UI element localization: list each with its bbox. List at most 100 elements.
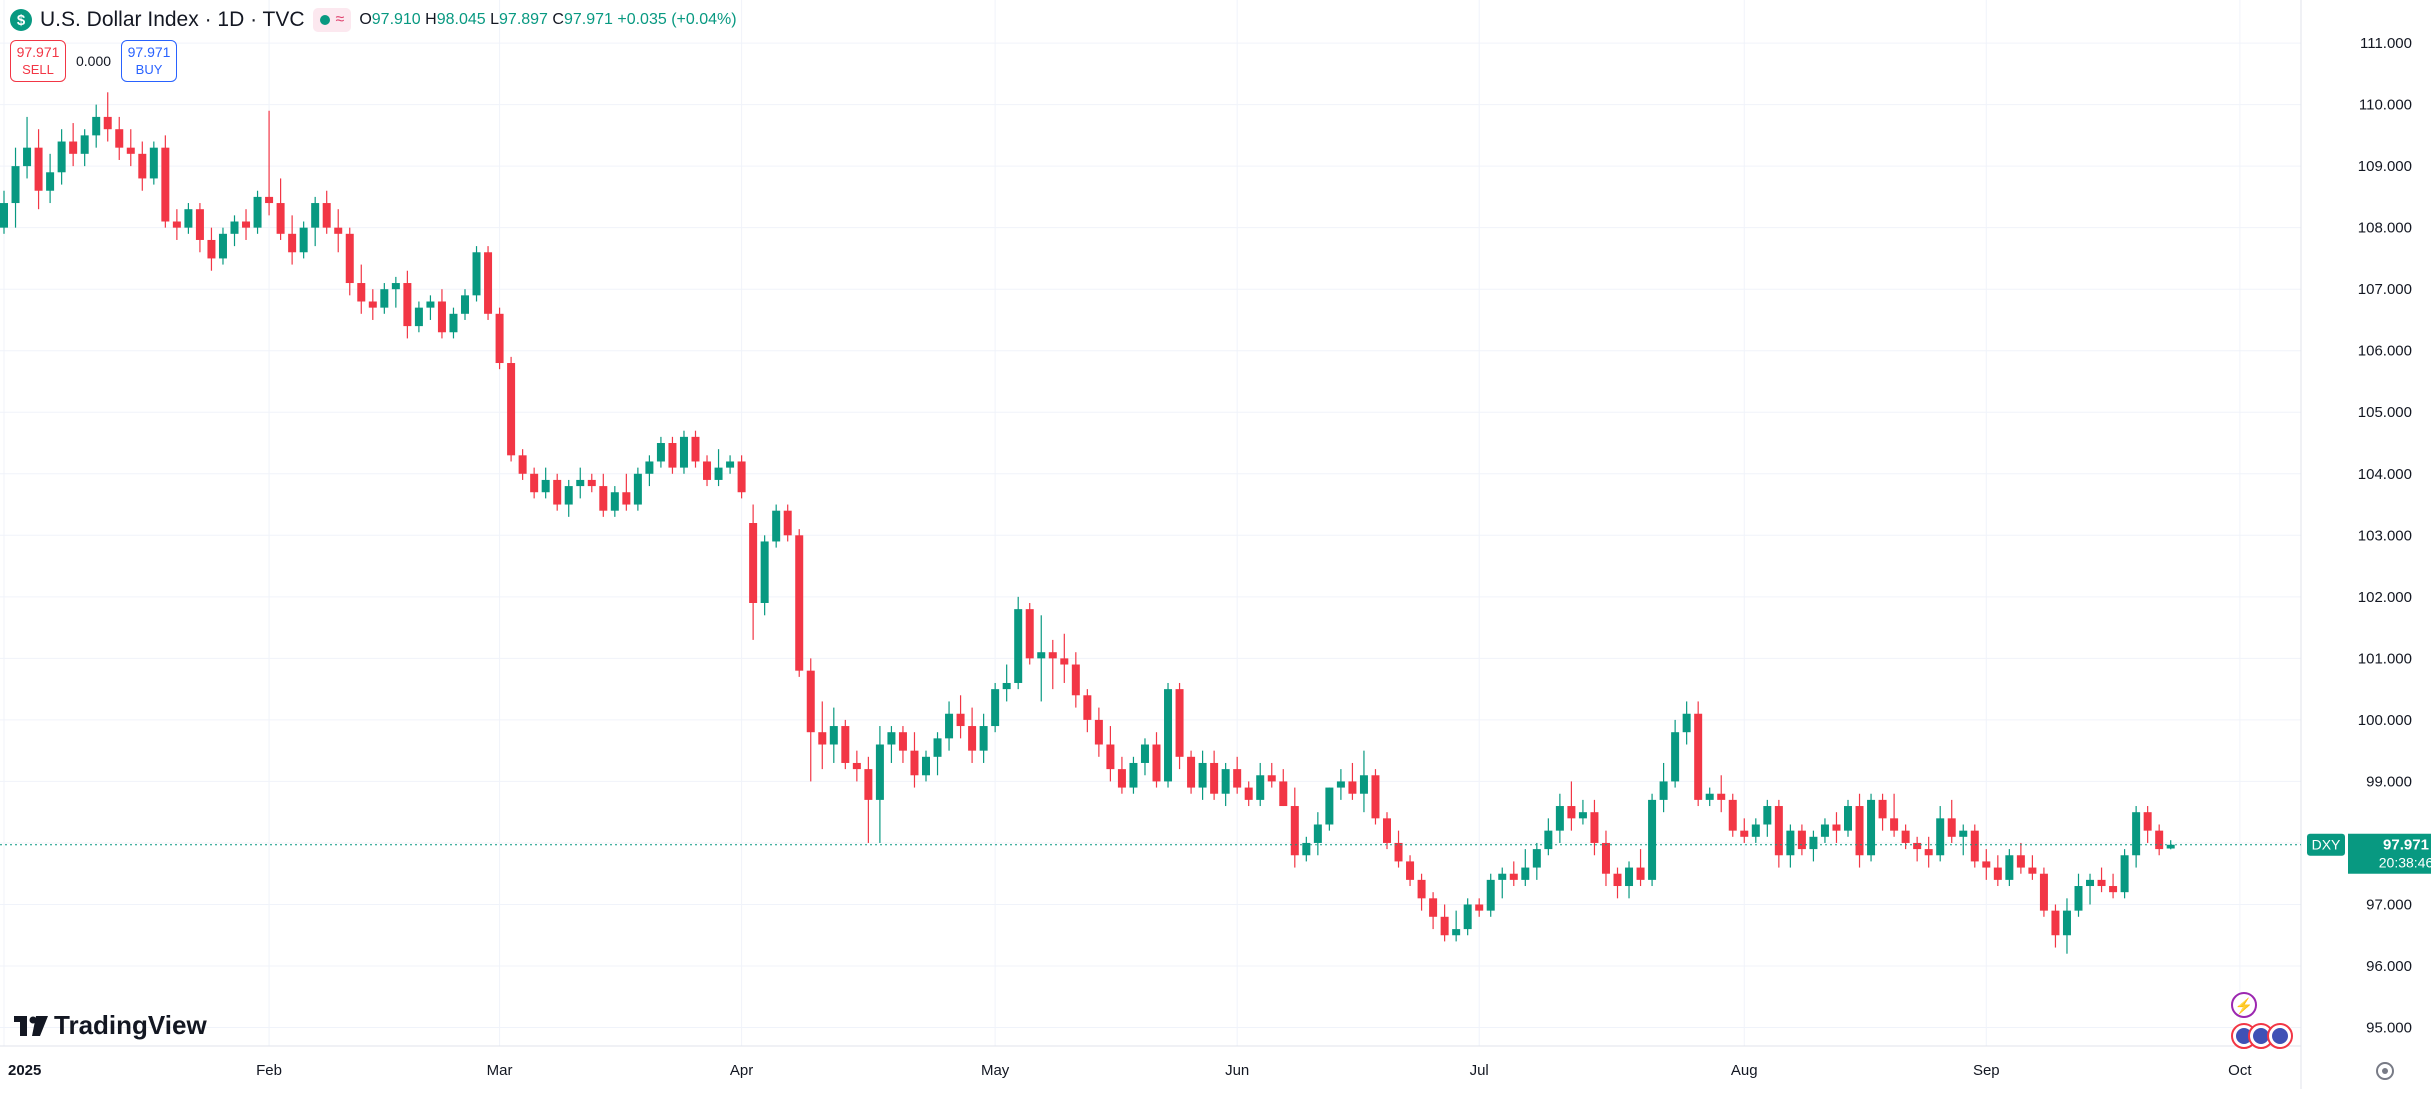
price-axis[interactable]: 95.00096.00097.00098.00099.000100.000101… (2358, 35, 2412, 1036)
dollar-icon[interactable]: $ (10, 9, 32, 31)
sell-button[interactable]: 97.971 SELL (10, 40, 66, 82)
candle (576, 467, 585, 499)
candle (380, 283, 389, 314)
candle (1924, 836, 1933, 868)
last-price-value: 97.971 (2383, 837, 2429, 854)
lightning-event-icon[interactable] (2231, 992, 2257, 1018)
candle (2039, 867, 2048, 917)
price-tick-label: 107.000 (2358, 281, 2412, 298)
candle (2062, 898, 2071, 954)
candle (2028, 855, 2037, 880)
candle-body (1313, 824, 1322, 843)
time-tick-label: Oct (2228, 1062, 2252, 1079)
candle (1267, 762, 1276, 788)
candle-body (472, 252, 481, 296)
candle-body (253, 196, 262, 228)
candle-body (818, 732, 827, 745)
candle (668, 436, 677, 474)
candle (1325, 787, 1334, 831)
symbol-title[interactable]: U.S. Dollar Index · 1D · TVC (40, 8, 305, 31)
candle (322, 190, 331, 234)
candle (818, 701, 827, 770)
candle-body (2005, 855, 2014, 880)
time-tick-label: Jul (1470, 1062, 1489, 1079)
candle-body (1198, 762, 1207, 788)
candle-body (1832, 824, 1841, 831)
candle-body (991, 689, 1000, 727)
candle-body (1164, 689, 1173, 782)
candle-body (1648, 799, 1657, 880)
candle-body (2039, 873, 2048, 911)
candle (956, 695, 965, 739)
price-tick-label: 95.000 (2366, 1020, 2412, 1037)
candle-body (1509, 873, 1518, 880)
candle (587, 473, 596, 493)
candle-body (230, 221, 239, 234)
candle (276, 178, 285, 240)
candle-body (23, 147, 32, 167)
candle (910, 732, 919, 788)
candle (172, 209, 181, 240)
candle (1740, 818, 1749, 843)
candle (1210, 750, 1219, 800)
candle-body (979, 726, 988, 751)
buy-price: 97.971 (127, 44, 171, 60)
candle (46, 153, 55, 204)
candle (23, 116, 32, 179)
candle (1371, 769, 1380, 825)
chart-settings-icon[interactable] (2376, 1062, 2394, 1080)
candle (357, 264, 366, 314)
ohlc-values: O97.910 H98.045 L97.897 C97.971 +0.035 (… (359, 11, 736, 29)
us-flag-icon (2272, 1028, 2288, 1044)
time-tick-label: Apr (730, 1062, 753, 1079)
candle (1809, 830, 1818, 862)
close-key: C (552, 11, 564, 28)
candle-body (679, 436, 688, 468)
candle-body (2028, 867, 2037, 874)
candle-body (1440, 916, 1449, 936)
buy-button[interactable]: 97.971 BUY (121, 40, 178, 82)
candle (34, 129, 43, 210)
candle (1890, 793, 1899, 837)
candle-body (772, 510, 781, 542)
candle (760, 535, 769, 616)
candle (945, 701, 954, 751)
candle (541, 467, 550, 499)
candle (138, 141, 147, 191)
time-axis[interactable]: 2025 Feb Mar Apr May Jun Jul Aug Sep Oct (8, 1062, 2252, 1079)
candle (195, 203, 204, 253)
market-status[interactable]: ≈ (312, 8, 352, 32)
candle-body (1083, 695, 1092, 720)
candle (1302, 836, 1311, 862)
candle (749, 504, 758, 640)
candle-body (1060, 658, 1069, 665)
candle (1060, 633, 1069, 683)
candle (599, 473, 608, 517)
price-tick-label: 105.000 (2358, 404, 2412, 421)
candle-body (437, 301, 446, 333)
candle-body (1244, 787, 1253, 800)
candle (1636, 849, 1645, 887)
candle-body (2051, 910, 2060, 936)
candle-body (1613, 873, 1622, 887)
candle-body (887, 732, 896, 745)
candle (1336, 769, 1345, 800)
candle (1014, 596, 1023, 690)
tradingview-logo[interactable]: TradingView (14, 1010, 207, 1041)
candle-body (46, 172, 55, 191)
candle-body (783, 510, 792, 536)
candle-body (737, 461, 746, 493)
candle (1463, 898, 1472, 936)
candle-body (541, 479, 550, 493)
candle (2074, 873, 2083, 917)
candle (103, 92, 112, 142)
candle (610, 486, 619, 517)
candle-body (414, 307, 423, 327)
candle (875, 726, 884, 843)
candles-layer (0, 92, 2175, 954)
candle-body (161, 147, 170, 222)
candle (1521, 849, 1530, 887)
candle-body (1947, 818, 1956, 837)
